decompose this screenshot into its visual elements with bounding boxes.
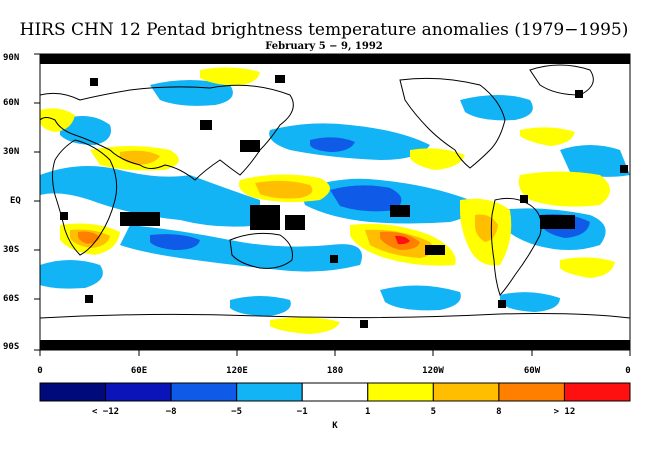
colorbar-swatch-7	[498, 382, 565, 402]
colorbar-swatch-4	[301, 382, 369, 402]
colorbar-unit: K	[332, 421, 338, 431]
colorbar-swatch-5	[367, 382, 434, 402]
axis-ticks	[34, 53, 631, 356]
africa-outline	[52, 139, 118, 256]
lat-label-60n: 60N	[3, 98, 20, 108]
south-america-outline	[490, 197, 542, 296]
greenland-outline	[529, 64, 594, 96]
extreme-warm-patches	[395, 235, 410, 245]
lon-label-180: 180	[326, 366, 344, 376]
lat-label-90s: 90S	[3, 342, 20, 352]
colorbar-swatch-1	[105, 382, 172, 402]
lat-label-30s: 30S	[3, 245, 20, 255]
map-subtitle: February 5 − 9, 1992	[265, 41, 383, 52]
colorbar-label-3: −1	[296, 407, 308, 417]
australia-outline	[229, 232, 293, 269]
colorbar-swatch-6	[432, 382, 500, 402]
lat-label-60s: 60S	[3, 294, 20, 304]
eurasia-outline	[40, 84, 294, 181]
lat-label-90n: 90N	[3, 53, 20, 63]
north-america-outline	[399, 77, 506, 169]
lat-label-30n: 30N	[3, 147, 20, 157]
colorbar-label-2: −5	[231, 407, 243, 417]
colorbar-label-4: 1	[365, 407, 371, 417]
colorbar-swatch-0	[39, 382, 107, 402]
colorbar-label-5: 5	[430, 407, 437, 417]
colorbar-swatch-2	[170, 382, 238, 402]
lon-label-60e: 60E	[130, 366, 148, 376]
lon-label-0-east: 0	[625, 366, 631, 376]
colorbar-swatch-3	[236, 382, 303, 402]
antarctica-outline	[40, 313, 630, 319]
lon-label-120w: 120W	[422, 366, 444, 376]
map-title: HIRS CHN 12 Pentad brightness temperatur…	[19, 20, 629, 40]
lat-label-eq: EQ	[10, 196, 21, 206]
missing-data-cells	[40, 54, 630, 350]
lon-label-120e: 120E	[226, 366, 248, 376]
colorbar-label-6: 8	[496, 407, 502, 417]
lon-label-60w: 60W	[523, 366, 541, 376]
map-field	[40, 54, 630, 350]
colorbar-label-0: < −12	[92, 407, 120, 417]
colorbar	[39, 382, 631, 402]
colorbar-swatch-8	[563, 382, 631, 402]
lon-label-0: 0	[37, 366, 43, 376]
colorbar-label-1: −8	[165, 407, 177, 417]
coastlines	[40, 64, 630, 319]
colorbar-label-7: > 12	[553, 407, 576, 417]
